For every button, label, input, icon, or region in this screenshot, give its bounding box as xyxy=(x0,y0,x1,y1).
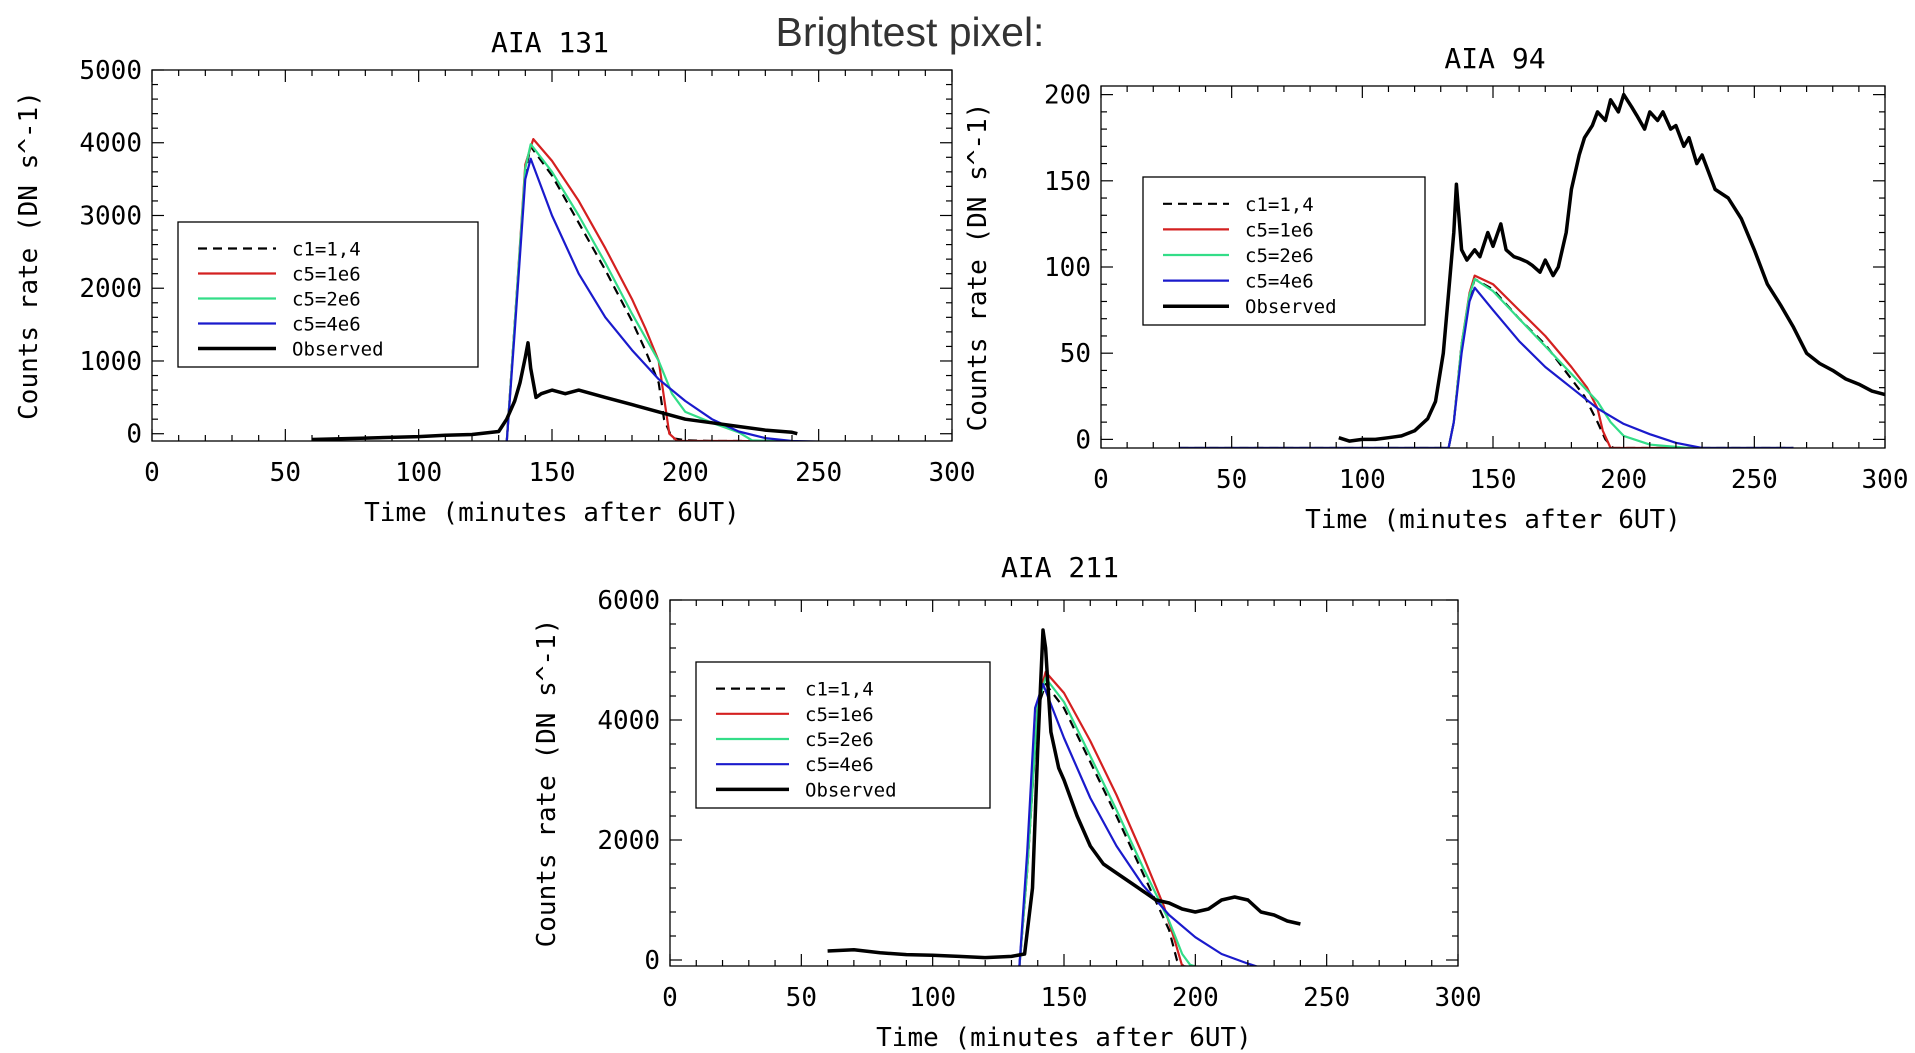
chart2-xtick-label: 150 xyxy=(1470,465,1517,495)
chart2-legend-label: c5=1e6 xyxy=(1245,219,1314,241)
chart2-legend-label: Observed xyxy=(1245,296,1337,318)
chart1-legend-label: c5=4e6 xyxy=(292,314,361,336)
chart3-legend-label: c5=4e6 xyxy=(805,754,874,776)
chart2-xtick-label: 100 xyxy=(1339,465,1386,495)
chart2-ytick-label: 150 xyxy=(1044,167,1091,197)
chart1-title: AIA 131 xyxy=(491,26,609,59)
chart1-series-group xyxy=(311,138,841,441)
chart3-xtick-label: 300 xyxy=(1435,983,1482,1013)
chart2-ytick-label: 100 xyxy=(1044,253,1091,283)
chart1-legend-label: c5=1e6 xyxy=(292,264,361,286)
chart1-legend-label: c1=1,4 xyxy=(292,239,361,261)
chart2-legend-box xyxy=(1142,176,1426,326)
chart3-legend-label: c5=1e6 xyxy=(805,704,874,726)
chart2-series-c5-4e6-line xyxy=(1179,286,1794,448)
chart2-ytick-label: 50 xyxy=(1060,339,1091,369)
chart3-series-c5-4e6-line xyxy=(1018,682,1259,966)
chart1-xtick-label: 200 xyxy=(662,458,709,488)
chart1-legend-label: c5=2e6 xyxy=(292,289,361,311)
chart2-series-group xyxy=(1179,92,1885,448)
chart3-ytick-label: 2000 xyxy=(597,826,660,856)
chart2-xtick-label: 200 xyxy=(1600,465,1647,495)
chart2-xtick-label: 50 xyxy=(1216,465,1247,495)
chart1-ytick-label: 3000 xyxy=(79,201,142,231)
chart3-title: AIA 211 xyxy=(1001,551,1119,584)
chart2-series-observed-line xyxy=(1338,92,1885,443)
chart3-legend-label: Observed xyxy=(805,779,897,801)
chart2-ytick-label: 0 xyxy=(1075,425,1091,455)
chart2-ytick-label: 200 xyxy=(1044,81,1091,111)
chart2-xtick-label: 250 xyxy=(1731,465,1778,495)
chart3-ytick-label: 0 xyxy=(644,946,660,976)
chart3-xaxis-label: Time (minutes after 6UT) xyxy=(876,1023,1252,1053)
chart3-yaxis-label: Counts rate (DN s^-1) xyxy=(532,619,562,948)
chart1-ytick-label: 4000 xyxy=(79,129,142,159)
chart1-xaxis-label: Time (minutes after 6UT) xyxy=(364,498,740,528)
chart3-xtick-label: 50 xyxy=(786,983,817,1013)
chart2-legend-label: c5=2e6 xyxy=(1245,245,1314,267)
chart3-ytick-label: 6000 xyxy=(597,586,660,616)
chart3-xtick-label: 0 xyxy=(662,983,678,1013)
chart1-xtick-label: 50 xyxy=(270,458,301,488)
chart2-xaxis-label: Time (minutes after 6UT) xyxy=(1305,505,1681,535)
chart3-xtick-label: 100 xyxy=(909,983,956,1013)
chart2-legend-label: c5=4e6 xyxy=(1245,271,1314,293)
chart2-xtick-label: 300 xyxy=(1862,465,1909,495)
chart3-xtick-label: 200 xyxy=(1172,983,1219,1013)
chart3-xtick-label: 250 xyxy=(1303,983,1350,1013)
chart3-legend-box xyxy=(695,661,991,809)
chart3-series-observed-line xyxy=(827,628,1301,960)
chart2-yaxis-label: Counts rate (DN s^-1) xyxy=(963,103,993,432)
chart3-series-group xyxy=(827,628,1301,966)
chart1-yaxis-label: Counts rate (DN s^-1) xyxy=(14,91,44,420)
chart3-legend-label: c1=1,4 xyxy=(805,679,874,701)
chart2-xtick-label: 0 xyxy=(1093,465,1109,495)
chart1-legend-box xyxy=(177,221,479,368)
chart2-group: AIA 94 0 50 100 150 200 250 300 0 50 100 150 200 Time… xyxy=(963,42,1908,535)
chart1-ytick-label: 5000 xyxy=(79,56,142,86)
chart1-series-c5-4e6-line xyxy=(505,157,841,441)
chart1-ytick-label: 0 xyxy=(126,420,142,450)
chart1-ytick-label: 2000 xyxy=(79,274,142,304)
chart1-legend-label: Observed xyxy=(292,339,384,361)
chart1-xtick-label: 100 xyxy=(395,458,442,488)
figure-heading: Brightest pixel: xyxy=(776,9,1045,55)
chart1-xtick-label: 150 xyxy=(529,458,576,488)
chart1-ytick-label: 1000 xyxy=(79,347,142,377)
chart1-xtick-label: 300 xyxy=(929,458,976,488)
chart1-xtick-label: 0 xyxy=(144,458,160,488)
chart3-legend-label: c5=2e6 xyxy=(805,729,874,751)
chart1-xtick-label: 250 xyxy=(795,458,842,488)
chart2-legend-label: c1=1,4 xyxy=(1245,194,1314,216)
chart3-ytick-label: 4000 xyxy=(597,706,660,736)
chart3-xtick-label: 150 xyxy=(1041,983,1088,1013)
chart1-series-observed-line xyxy=(311,341,798,441)
chart3-series-c5-2e6-line xyxy=(1018,676,1199,966)
chart3-group: AIA 211 0 50 100 150 200 250 300 0 2000 4000 6000 Ti… xyxy=(532,551,1481,1053)
chart3-series-c1-1-4-line xyxy=(1018,682,1186,966)
chart2-title: AIA 94 xyxy=(1444,42,1545,75)
